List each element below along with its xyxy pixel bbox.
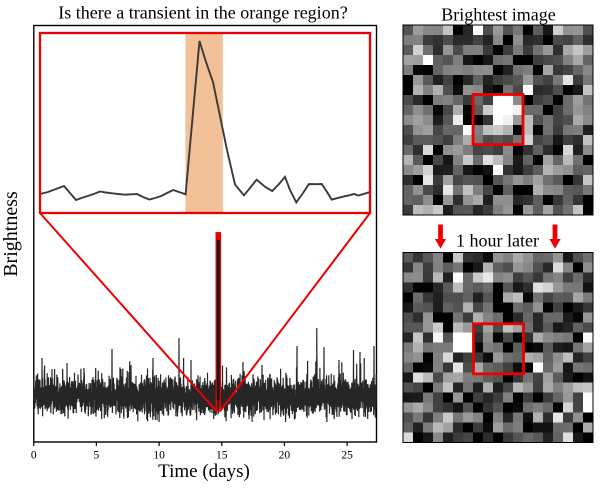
svg-text:Brightest image: Brightest image	[441, 5, 555, 25]
svg-text:10: 10	[153, 450, 165, 462]
svg-text:0: 0	[31, 450, 37, 462]
svg-text:1 hour later: 1 hour later	[456, 231, 539, 251]
svg-text:20: 20	[279, 450, 291, 462]
svg-text:15: 15	[216, 450, 228, 462]
svg-text:Brightness: Brightness	[0, 191, 22, 277]
svg-text:Time (days): Time (days)	[158, 461, 250, 482]
svg-text:5: 5	[94, 450, 100, 462]
svg-text:Is there a transient in the or: Is there a transient in the orange regio…	[58, 3, 347, 23]
svg-text:25: 25	[341, 450, 353, 462]
